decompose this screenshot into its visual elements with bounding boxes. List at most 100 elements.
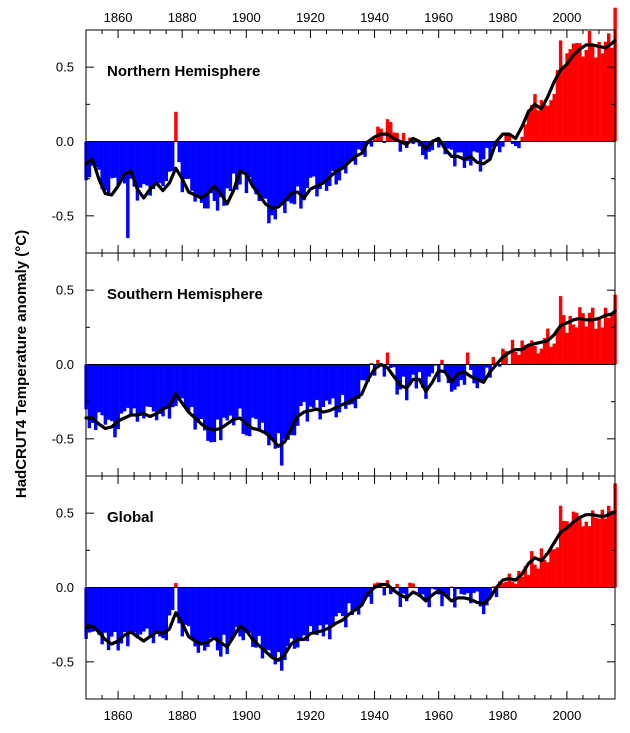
bar-0-1879 xyxy=(177,141,181,163)
y-tick-label: 0.5 xyxy=(56,283,74,298)
bar-0-1873 xyxy=(158,141,162,184)
bar-0-1916 xyxy=(296,141,300,187)
bar-0-1907 xyxy=(267,141,271,224)
bar-1-1866 xyxy=(135,364,140,422)
bar-0-1999 xyxy=(562,65,566,142)
bar-1-1904 xyxy=(257,364,261,430)
y-tick-label: 0.5 xyxy=(56,60,74,75)
bar-2-1975 xyxy=(485,587,489,606)
y-tick-label: -0.5 xyxy=(52,208,74,223)
bar-0-1877 xyxy=(170,141,175,172)
bar-0-1913 xyxy=(286,141,290,202)
bar-2-1868 xyxy=(142,587,146,632)
bar-0-1943 xyxy=(382,141,387,143)
bar-1-1968 xyxy=(462,364,467,385)
bar-2-1989 xyxy=(530,551,534,588)
bar-1-1874 xyxy=(161,364,165,417)
bar-0-1880 xyxy=(180,141,185,193)
x-tick-label-bottom: 1900 xyxy=(232,708,261,723)
bar-2-1947 xyxy=(395,583,399,588)
bar-1-1851 xyxy=(87,364,92,429)
bar-0-1947 xyxy=(395,132,399,142)
bar-0-1934 xyxy=(353,141,358,165)
bar-2-1933 xyxy=(350,587,354,615)
bar-0-1923 xyxy=(318,141,322,189)
bar-2-2006 xyxy=(584,521,588,588)
bar-1-1928 xyxy=(334,364,338,418)
bar-1-2005 xyxy=(581,313,585,365)
bar-2-1928 xyxy=(334,587,338,617)
bar-2-1879 xyxy=(177,587,181,624)
bar-1-1898 xyxy=(238,364,242,409)
bar-0-1966 xyxy=(456,141,460,153)
bar-2-1907 xyxy=(267,587,271,651)
bar-2-1857 xyxy=(106,587,111,651)
bar-0-1995 xyxy=(549,100,553,142)
bar-2-1924 xyxy=(321,587,326,637)
bar-2-1973 xyxy=(478,587,483,607)
bar-0-1853 xyxy=(94,141,98,168)
bar-0-1919 xyxy=(305,141,310,189)
bar-0-1891 xyxy=(215,141,220,211)
bar-0-2000 xyxy=(565,53,569,142)
bar-0-2011 xyxy=(600,53,605,142)
bar-1-1868 xyxy=(142,364,146,419)
bar-2-1897 xyxy=(235,587,239,628)
bar-1-1957 xyxy=(427,364,431,377)
bar-2-1982 xyxy=(507,573,512,588)
y-tick-label: -0.5 xyxy=(52,654,74,669)
bar-2-1886 xyxy=(199,587,204,644)
bar-1-1944 xyxy=(385,352,390,365)
bar-2-1925 xyxy=(324,587,329,625)
bar-0-1874 xyxy=(161,141,165,187)
bar-0-1889 xyxy=(209,141,213,194)
bar-0-1881 xyxy=(183,141,188,179)
bar-0-1859 xyxy=(113,141,117,178)
bar-2-1977 xyxy=(491,586,496,588)
bar-1-1865 xyxy=(132,364,136,409)
bar-0-1994 xyxy=(546,105,550,142)
bar-1-2011 xyxy=(600,327,605,365)
bar-2-1984 xyxy=(514,583,518,588)
bar-2-1903 xyxy=(254,587,258,648)
bar-1-2013 xyxy=(606,317,611,365)
bar-0-1890 xyxy=(212,141,217,201)
bar-2-1952 xyxy=(411,583,415,588)
bar-2-1860 xyxy=(116,587,120,651)
smooth-curve xyxy=(84,510,617,662)
bar-0-1940 xyxy=(372,139,377,142)
bar-1-1992 xyxy=(539,348,544,365)
bar-2-1899 xyxy=(241,587,245,641)
bar-0-1973 xyxy=(478,141,483,172)
bar-2-1856 xyxy=(103,587,108,633)
bar-2-1918 xyxy=(302,587,306,636)
bar-1-1863 xyxy=(126,364,130,408)
bar-1-1993 xyxy=(542,338,547,365)
bar-1-1905 xyxy=(260,364,265,423)
bar-0-1936 xyxy=(360,141,364,151)
bar-2-1875 xyxy=(164,587,168,641)
bar-1-1933 xyxy=(350,364,354,405)
bar-2-1936 xyxy=(360,587,364,606)
bar-0-1976 xyxy=(488,141,492,159)
bar-1-1973 xyxy=(478,364,483,383)
bar-1-1974 xyxy=(481,364,486,381)
bar-1-1932 xyxy=(347,364,351,405)
x-tick-label-top: 1860 xyxy=(104,10,133,25)
bar-1-1971 xyxy=(472,364,476,384)
bar-1-1934 xyxy=(353,364,358,409)
bar-1-1925 xyxy=(324,364,329,401)
y-tick-label: -0.5 xyxy=(52,431,74,446)
bar-2-1980 xyxy=(501,583,505,588)
bar-2-1865 xyxy=(132,587,136,633)
bar-1-1894 xyxy=(225,364,229,421)
bar-1-2010 xyxy=(597,319,601,365)
bar-0-1872 xyxy=(154,141,159,183)
bar-1-1954 xyxy=(417,364,422,373)
bar-2-1966 xyxy=(456,587,460,590)
bar-2-2002 xyxy=(571,511,576,588)
bar-1-1979 xyxy=(497,364,502,367)
bar-0-1929 xyxy=(337,141,342,181)
bar-2-1954 xyxy=(417,587,422,597)
bar-1-1972 xyxy=(475,364,479,389)
